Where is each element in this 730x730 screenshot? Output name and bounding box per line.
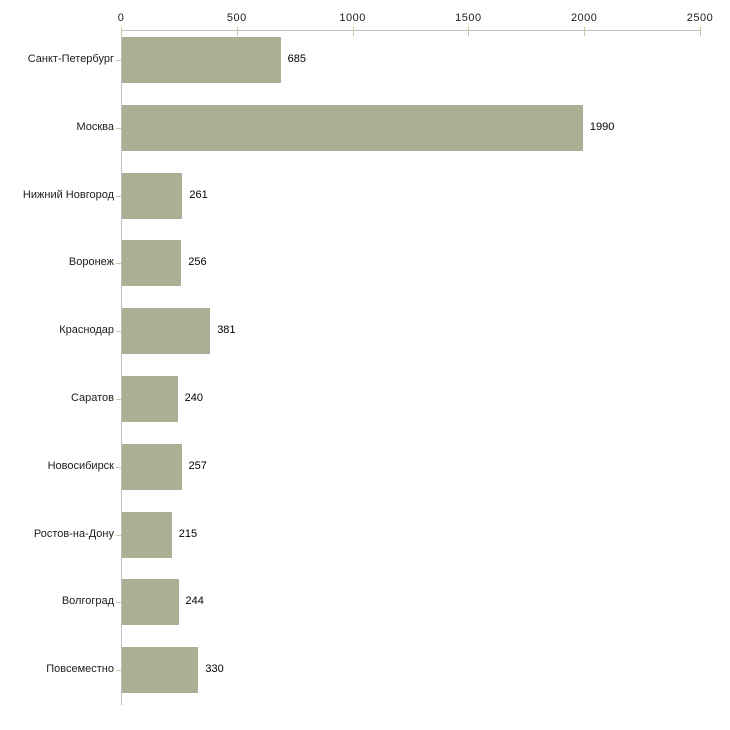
y-tick-mark (116, 466, 121, 468)
bar-value-label: 261 (189, 188, 208, 201)
x-tick-mark (584, 27, 586, 36)
y-tick-mark (116, 670, 121, 672)
y-tick-mark (116, 263, 121, 265)
y-tick-mark (116, 398, 121, 400)
bar-value-label: 330 (205, 663, 224, 676)
x-tick-mark (468, 27, 470, 36)
bar (122, 36, 281, 83)
y-tick-mark (116, 195, 121, 197)
x-axis-line (121, 30, 701, 31)
bar (122, 375, 178, 422)
bar-value-label: 256 (188, 256, 207, 269)
y-axis-label: Волгоград (61, 595, 114, 608)
y-axis-label: Саратов (70, 391, 114, 404)
x-tick-label: 1000 (339, 12, 366, 24)
bar-value-label: 257 (188, 459, 207, 472)
bar-value-label: 1990 (589, 120, 615, 133)
y-axis-label: Новосибирск (47, 459, 114, 472)
bar-value-label: 685 (287, 52, 306, 65)
bar (122, 647, 199, 694)
x-tick-label: 0 (117, 12, 125, 24)
y-axis-label: Ростов-на-Дону (33, 527, 114, 540)
x-tick-label: 2000 (570, 12, 598, 24)
y-axis-label: Санкт-Петербург (27, 52, 114, 65)
bar (122, 579, 179, 626)
y-axis-label: Воронеж (68, 256, 114, 269)
y-tick-mark (116, 331, 121, 333)
y-tick-mark (116, 59, 121, 61)
x-tick-mark (352, 27, 354, 36)
x-tick-mark (236, 27, 238, 36)
y-axis-label: Нижний Новгород (22, 188, 114, 201)
y-tick-mark (116, 534, 121, 536)
y-axis-label: Краснодар (59, 324, 114, 337)
bar (122, 308, 211, 355)
y-axis-label: Повсеместно (46, 663, 114, 676)
bar-value-label: 244 (185, 595, 204, 608)
y-tick-mark (116, 127, 121, 129)
x-tick-label: 1500 (455, 12, 482, 24)
y-axis-line (121, 30, 122, 705)
bar (122, 104, 583, 151)
bar (122, 240, 182, 287)
bar-value-label: 381 (217, 324, 236, 337)
x-tick-label: 500 (226, 12, 247, 24)
bar-value-label: 240 (184, 391, 203, 404)
y-axis-label: Москва (76, 120, 114, 133)
bar-value-label: 215 (178, 527, 198, 540)
bar (122, 172, 183, 219)
x-tick-mark (700, 27, 701, 36)
bar (122, 443, 182, 490)
x-tick-label: 2500 (686, 12, 714, 24)
bar (122, 511, 172, 558)
x-tick-mark (121, 27, 122, 36)
y-tick-mark (116, 602, 121, 604)
